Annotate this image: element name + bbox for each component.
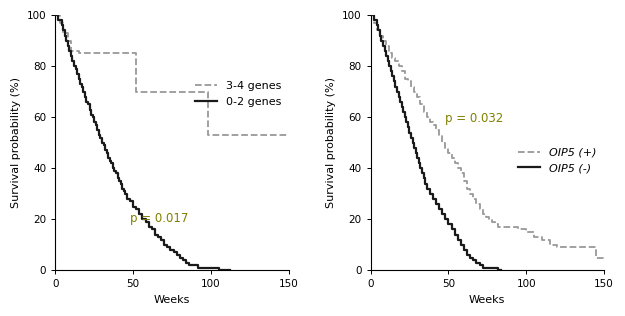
- Y-axis label: Survival probability (%): Survival probability (%): [326, 77, 336, 208]
- X-axis label: Weeks: Weeks: [469, 295, 506, 305]
- Text: p = 0.032: p = 0.032: [445, 112, 504, 125]
- Text: p = 0.017: p = 0.017: [130, 212, 188, 225]
- X-axis label: Weeks: Weeks: [154, 295, 190, 305]
- Y-axis label: Survival probability (%): Survival probability (%): [11, 77, 21, 208]
- Legend: OIP5 (+), OIP5 (-): OIP5 (+), OIP5 (-): [513, 143, 601, 178]
- Legend: 3-4 genes, 0-2 genes: 3-4 genes, 0-2 genes: [190, 77, 286, 111]
